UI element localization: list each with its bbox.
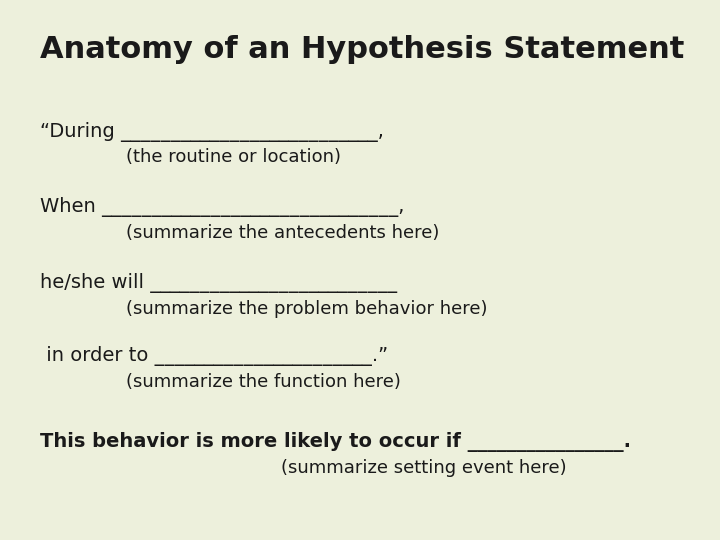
Text: “During __________________________,: “During __________________________,	[40, 122, 384, 141]
Text: (the routine or location): (the routine or location)	[126, 148, 341, 166]
Text: (summarize the antecedents here): (summarize the antecedents here)	[126, 224, 439, 242]
Text: (summarize setting event here): (summarize setting event here)	[281, 459, 567, 477]
Text: (summarize the function here): (summarize the function here)	[126, 373, 401, 390]
Text: When ______________________________,: When ______________________________,	[40, 197, 404, 217]
Text: he/she will _________________________: he/she will _________________________	[40, 273, 397, 293]
Text: This behavior is more likely to occur if ________________.: This behavior is more likely to occur if…	[40, 432, 631, 452]
Text: in order to ______________________.”: in order to ______________________.”	[40, 346, 388, 366]
Text: (summarize the problem behavior here): (summarize the problem behavior here)	[126, 300, 487, 318]
Text: Anatomy of an Hypothesis Statement: Anatomy of an Hypothesis Statement	[40, 35, 684, 64]
